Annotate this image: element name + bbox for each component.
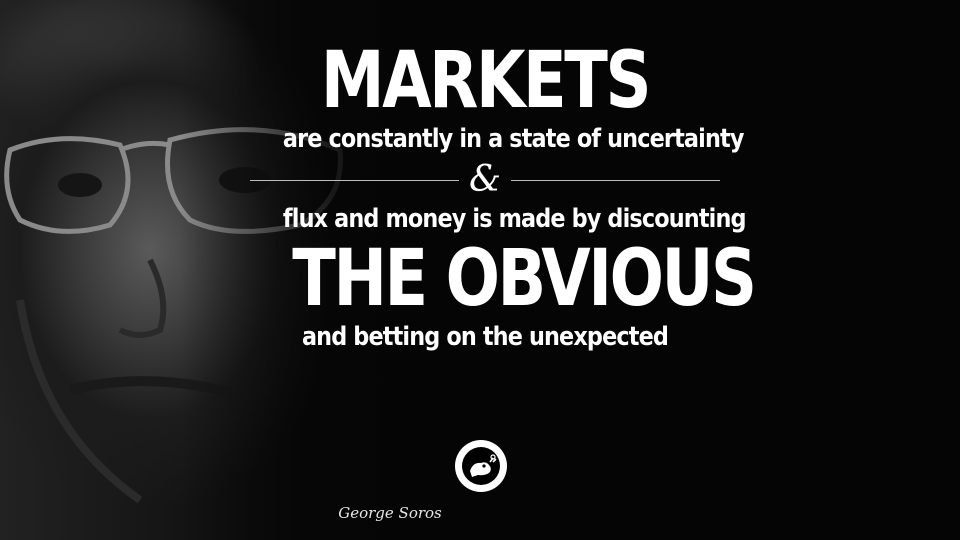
bird-in-circle-icon <box>455 440 507 492</box>
quote-line-markets: MARKETS <box>320 36 652 126</box>
quote-line-obvious: THE OBVIOUS <box>292 234 757 324</box>
quote-line-unexpected: and betting on the unexpected <box>301 322 669 352</box>
ampersand: & <box>468 159 502 200</box>
quote-block: MARKETS are constantly in a state of unc… <box>250 36 757 354</box>
author-name: George Soros <box>338 504 442 522</box>
divider-rule-right <box>511 179 721 181</box>
divider-rule-left <box>250 179 459 181</box>
quote-line-flux: flux and money is made by discounting <box>282 204 747 234</box>
quote-line-uncertainty: are constantly in a state of uncertainty <box>282 124 745 154</box>
ampersand-divider: & <box>250 159 721 200</box>
